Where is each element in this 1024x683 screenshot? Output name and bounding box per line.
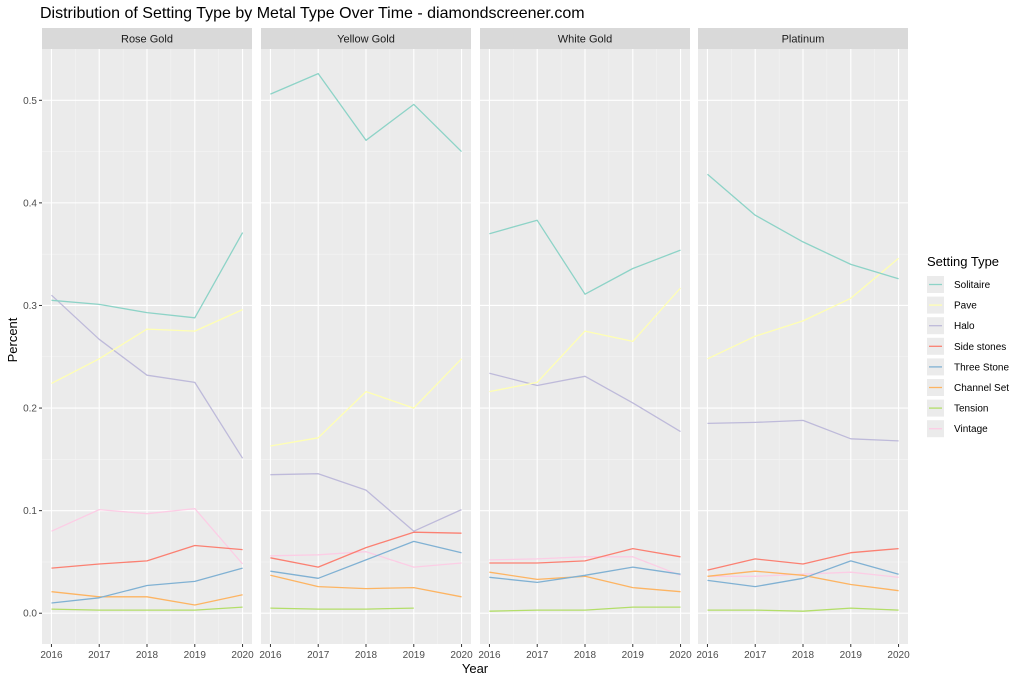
y-axis-title: Percent (5, 317, 20, 362)
x-tick-label: 2017 (307, 650, 330, 661)
facet-strip (42, 28, 252, 49)
series-line-channel-set (270, 574, 462, 598)
facet-strip-label: Yellow Gold (337, 34, 395, 46)
panel-white-gold: White Gold 2016 2017 2018 2019 2020 (478, 28, 692, 661)
series-line-solitaire (489, 219, 681, 295)
series-line-pave (707, 257, 900, 360)
legend-label: Channel Set (954, 383, 1009, 394)
series-line-vintage (707, 571, 899, 578)
legend-label: Tension (954, 404, 988, 415)
x-tick-label: 2018 (792, 650, 815, 661)
series-line-vintage (270, 551, 462, 568)
series-line-channel-set (489, 571, 681, 593)
legend-item-halo: Halo (927, 317, 975, 335)
panel-rose-gold: Rose Gold 2016 2017 2018 2019 2020 (40, 28, 254, 661)
legend: Setting Type Solitaire Pave Halo Side stone… (927, 254, 1009, 438)
x-tick-label: 2016 (478, 650, 501, 661)
y-tick-label: 0.2 (23, 404, 37, 415)
series-line-halo (270, 473, 462, 532)
series-line-three-stone (707, 560, 899, 588)
facet-strip (261, 28, 471, 49)
x-tick-label: 2019 (184, 650, 207, 661)
x-tick-label: 2016 (40, 650, 63, 661)
legend-item-tension: Tension (927, 399, 988, 417)
series-line-three-stone (489, 566, 681, 584)
facet-strip (480, 28, 690, 49)
x-tick-label: 2018 (355, 650, 378, 661)
series-line-side-stones (51, 544, 243, 569)
series-line-solitaire (270, 72, 462, 153)
x-tick-label: 2016 (696, 650, 719, 661)
legend-label: Pave (954, 301, 977, 312)
series-line-halo (707, 419, 899, 442)
legend-item-channel-set: Channel Set (927, 379, 1009, 396)
series-line-three-stone (270, 540, 462, 579)
facet-strip (698, 28, 908, 49)
series-line-halo (51, 294, 244, 459)
x-tick-label: 2020 (231, 650, 254, 661)
series-line-tension (51, 606, 243, 611)
facet-strip-label: Platinum (782, 34, 825, 46)
series-line-pave (51, 309, 243, 384)
x-tick-label: 2020 (450, 650, 473, 661)
facet-strip-label: Rose Gold (121, 34, 173, 46)
x-tick-label: 2020 (669, 650, 692, 661)
series-line-vintage (51, 507, 244, 565)
y-tick-label: 0.5 (23, 96, 37, 107)
x-tick-label: 2017 (88, 650, 111, 661)
series-line-vintage (489, 556, 681, 576)
series-line-side-stones (489, 547, 681, 564)
x-tick-label: 2019 (840, 650, 863, 661)
series-line-channel-set (51, 591, 243, 606)
y-tick-label: 0.0 (23, 609, 37, 620)
series-line-pave (489, 287, 681, 393)
panel-yellow-gold: Yellow Gold 2016 2017 2018 2019 2020 (259, 28, 473, 661)
series-line-channel-set (707, 570, 899, 592)
series-line-pave (270, 358, 462, 447)
series-line-solitaire (707, 173, 899, 280)
chart-title: Distribution of Setting Type by Metal Ty… (40, 5, 585, 22)
panel-platinum: Platinum 2016 2017 2018 2019 2020 (696, 28, 910, 661)
legend-label: Halo (954, 321, 975, 332)
legend-item-pave: Pave (927, 296, 977, 314)
legend-label: Side stones (954, 342, 1006, 353)
x-tick-label: 2019 (403, 650, 426, 661)
legend-item-vintage: Vintage (927, 420, 988, 438)
y-tick-label: 0.4 (23, 198, 37, 209)
legend-item-solitaire: Solitaire (927, 276, 991, 293)
series-line-three-stone (51, 567, 243, 604)
x-tick-label: 2017 (744, 650, 767, 661)
series-line-solitaire (51, 232, 244, 319)
legend-label: Three Stone (954, 362, 1009, 373)
series-line-halo (489, 372, 681, 433)
y-tick-label: 0.1 (23, 506, 37, 517)
legend-item-side-stones: Side stones (927, 337, 1006, 355)
legend-label: Solitaire (954, 280, 991, 291)
x-tick-label: 2018 (136, 650, 159, 661)
x-axis-title: Year (462, 661, 489, 676)
facet-strip-label: White Gold (558, 34, 612, 46)
y-tick-label: 0.3 (23, 301, 37, 312)
series-line-side-stones (270, 531, 462, 568)
x-tick-label: 2020 (887, 650, 910, 661)
series-line-tension (270, 607, 414, 610)
series-line-tension (489, 606, 681, 612)
series-line-tension (707, 607, 899, 612)
series-line-side-stones (707, 547, 899, 571)
legend-title: Setting Type (927, 254, 999, 269)
y-axis: 0.0 0.1 0.2 0.3 0.4 0.5 (23, 96, 42, 620)
legend-item-three-stone: Three Stone (927, 358, 1009, 376)
legend-label: Vintage (954, 424, 988, 435)
x-tick-label: 2018 (574, 650, 597, 661)
x-tick-label: 2016 (259, 650, 282, 661)
x-tick-label: 2017 (526, 650, 549, 661)
x-tick-label: 2019 (622, 650, 645, 661)
